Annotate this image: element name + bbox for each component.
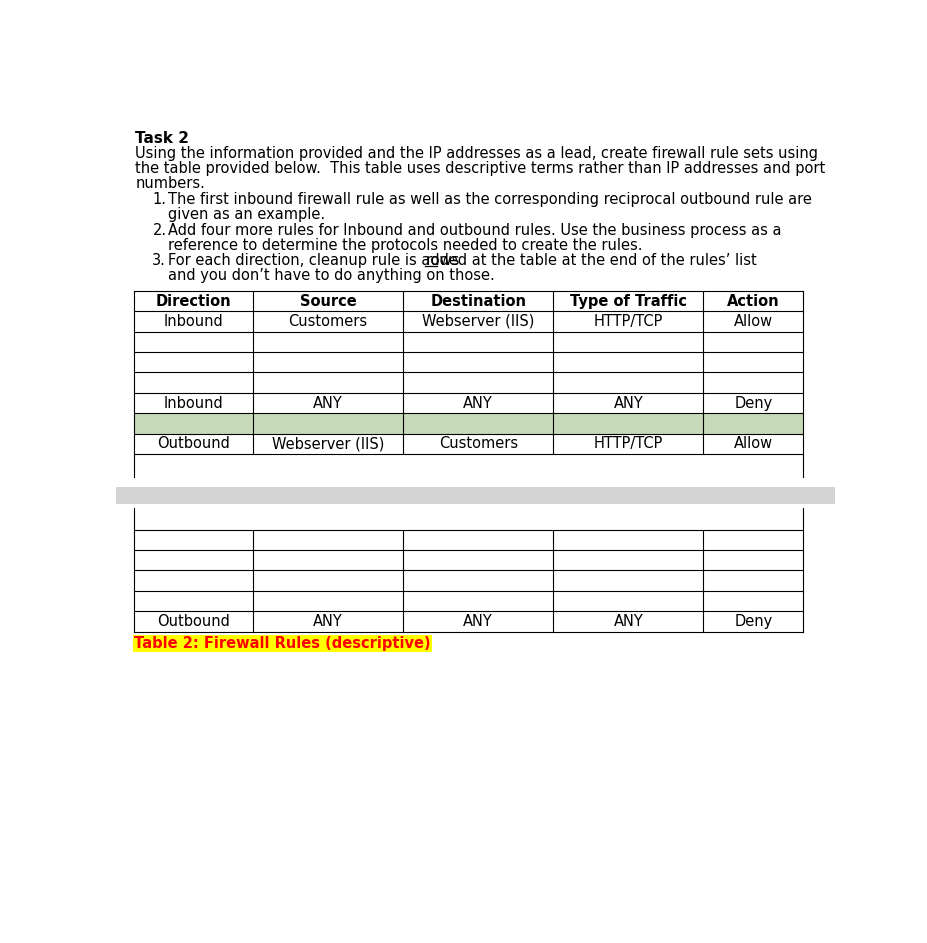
Text: Webserver (IIS): Webserver (IIS) <box>272 437 384 452</box>
Text: numbers.: numbers. <box>135 176 205 191</box>
Text: Source: Source <box>299 293 356 308</box>
Bar <box>133 290 803 311</box>
Text: Webserver (IIS): Webserver (IIS) <box>422 314 534 329</box>
Text: Action: Action <box>726 293 779 308</box>
Text: Inbound: Inbound <box>163 395 223 410</box>
Text: ANY: ANY <box>463 395 492 410</box>
Text: the table provided below.  This table uses descriptive terms rather than IP addr: the table provided below. This table use… <box>135 161 825 176</box>
Text: Customers: Customers <box>288 314 367 329</box>
Text: Add four more rules for Inbound and outbound rules. Use the business process as : Add four more rules for Inbound and outb… <box>168 223 781 238</box>
Text: ANY: ANY <box>313 614 343 629</box>
Text: reference to determine the protocols needed to create the rules.: reference to determine the protocols nee… <box>168 238 641 253</box>
Text: Customers: Customers <box>438 437 517 452</box>
Text: ANY: ANY <box>613 614 642 629</box>
Text: and you don’t have to do anything on those.: and you don’t have to do anything on tho… <box>168 268 494 283</box>
Bar <box>133 571 803 590</box>
Bar <box>133 590 803 611</box>
Text: Deny: Deny <box>733 395 771 410</box>
Text: ANY: ANY <box>313 395 343 410</box>
Bar <box>116 488 834 505</box>
Bar <box>133 352 803 372</box>
Bar <box>133 434 803 454</box>
Text: Type of Traffic: Type of Traffic <box>569 293 686 308</box>
Text: Task 2: Task 2 <box>135 131 189 146</box>
Bar <box>133 311 803 332</box>
Bar <box>133 611 803 632</box>
Bar <box>133 332 803 352</box>
Text: Allow: Allow <box>733 314 772 329</box>
Text: ANY: ANY <box>613 395 642 410</box>
Text: Destination: Destination <box>430 293 526 308</box>
Text: For each direction, cleanup rule is added at the table at the end of the rules’ : For each direction, cleanup rule is adde… <box>168 253 760 268</box>
Bar <box>133 413 803 434</box>
Text: Direction: Direction <box>156 293 231 308</box>
Text: ANY: ANY <box>463 614 492 629</box>
Text: Outbound: Outbound <box>157 614 230 629</box>
Bar <box>133 393 803 413</box>
Text: HTTP/TCP: HTTP/TCP <box>593 437 662 452</box>
Bar <box>133 550 803 571</box>
Text: given as an example.: given as an example. <box>168 207 324 223</box>
Text: HTTP/TCP: HTTP/TCP <box>593 314 662 329</box>
Text: 1.: 1. <box>152 192 166 207</box>
Text: Inbound: Inbound <box>163 314 223 329</box>
Text: Deny: Deny <box>733 614 771 629</box>
Text: 3.: 3. <box>152 253 166 268</box>
Text: The first inbound firewall rule as well as the corresponding reciprocal outbound: The first inbound firewall rule as well … <box>168 192 811 207</box>
Bar <box>133 372 803 393</box>
Text: Using the information provided and the IP addresses as a lead, create firewall r: Using the information provided and the I… <box>135 146 818 161</box>
Text: 2.: 2. <box>152 223 166 238</box>
Text: Table 2: Firewall Rules (descriptive): Table 2: Firewall Rules (descriptive) <box>133 637 430 652</box>
Bar <box>133 530 803 550</box>
Text: Allow: Allow <box>733 437 772 452</box>
Text: rows: rows <box>425 253 459 268</box>
Text: Outbound: Outbound <box>157 437 230 452</box>
